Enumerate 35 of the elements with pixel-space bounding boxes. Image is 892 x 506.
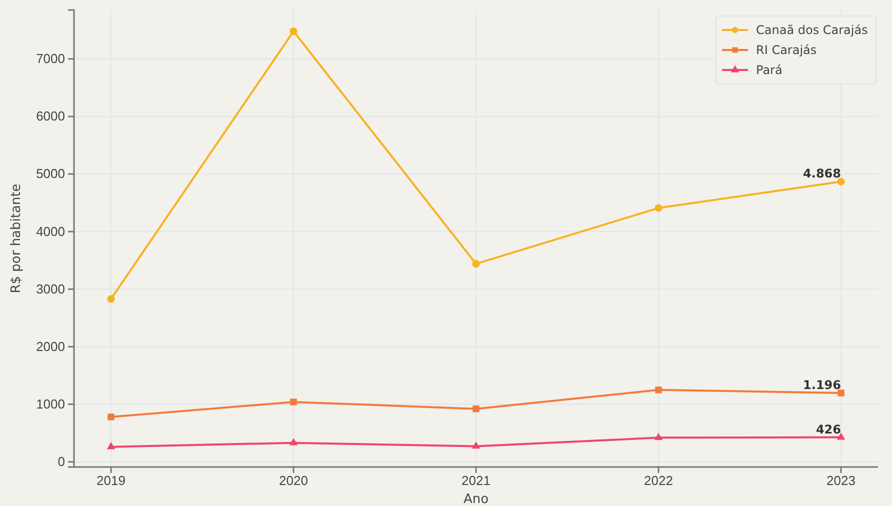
point [838, 390, 844, 396]
y-tick-label: 7000 [36, 51, 65, 66]
y-tick-label: 1000 [36, 396, 65, 412]
x-axis-title: Ano [463, 492, 489, 506]
point [106, 442, 116, 450]
point [837, 178, 845, 186]
data-label: 1.196 [803, 378, 841, 392]
y-tick-label: 3000 [36, 281, 65, 296]
y-tick-label: 5000 [36, 166, 65, 182]
x-tick-label: 2020 [279, 473, 308, 488]
point [654, 204, 662, 212]
point [290, 28, 298, 36]
point [289, 438, 298, 446]
legend-label: Canaã dos Carajás [756, 23, 868, 37]
x-tick-label: 2022 [644, 473, 673, 488]
point [472, 441, 480, 449]
point [655, 386, 662, 394]
y-tick-label: 4000 [36, 224, 65, 239]
y-tick-label: 6000 [36, 108, 65, 124]
x-tick-label: 2021 [462, 473, 490, 488]
data-label: 426 [816, 422, 841, 436]
point [472, 260, 480, 268]
y-tick-label: 2000 [36, 338, 65, 354]
point [290, 398, 297, 406]
point [107, 295, 115, 303]
y-tick-label: 0 [58, 454, 65, 469]
data-label: 4.868 [803, 166, 841, 181]
y-axis-title: R$ por habitante [9, 184, 24, 294]
legend-label: RI Carajás [756, 43, 817, 57]
x-tick-label: 2019 [96, 473, 126, 488]
point [654, 432, 663, 440]
point [472, 406, 480, 412]
legend-label: Pará [756, 63, 782, 77]
point [108, 414, 114, 420]
x-tick-label: 2023 [826, 473, 856, 488]
